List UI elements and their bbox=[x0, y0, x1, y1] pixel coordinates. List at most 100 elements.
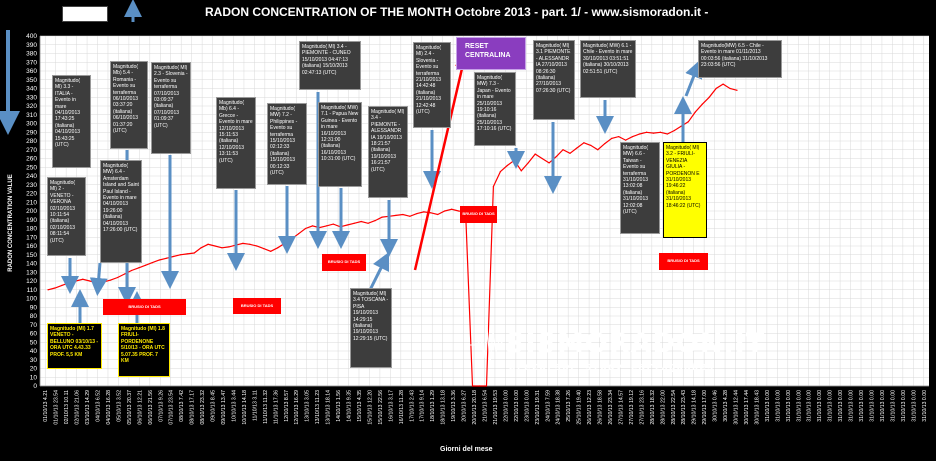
y-tick-label: 130 bbox=[26, 269, 37, 276]
y-tick-label: 190 bbox=[26, 217, 37, 224]
data-point bbox=[172, 255, 174, 258]
x-tick-label: 17/10/13 9.14 bbox=[420, 390, 426, 422]
data-point bbox=[297, 233, 300, 235]
x-tick-label: 16/10/13 11.28 bbox=[399, 390, 405, 424]
x-tick-label: 31/10/13 0.00 bbox=[849, 390, 855, 422]
y-tick-label: 310 bbox=[26, 112, 37, 119]
data-point bbox=[200, 247, 202, 249]
data-point bbox=[715, 87, 717, 90]
x-tick-label: 30/10/13 12.44 bbox=[734, 390, 740, 425]
y-tick-label: 200 bbox=[26, 208, 37, 215]
data-point bbox=[325, 225, 327, 227]
x-tick-label: 26/10/13 18.58 bbox=[598, 390, 604, 425]
x-tick-label: 27/10/13 23.16 bbox=[639, 390, 645, 425]
annotation-box: Magnitudo( Ml) 3.1 PIEMONTE - ALESSANDR … bbox=[533, 40, 575, 120]
data-point bbox=[61, 284, 63, 286]
x-tick-label: 03/10/13 14.29 bbox=[85, 390, 91, 425]
annotation-box: Magnitudo( Ml) 3.4 - PIEMONTE - ALESSAND… bbox=[368, 106, 408, 198]
reset-arrow bbox=[413, 52, 470, 271]
logo-subtitle: precursor study earthquakes bbox=[509, 360, 715, 373]
y-tick-label: 180 bbox=[26, 226, 37, 233]
data-point bbox=[430, 212, 432, 214]
red-marker: BRUSIO DI TADS bbox=[322, 254, 366, 271]
data-point bbox=[534, 153, 536, 155]
x-tick-label: 24/10/13 18.38 bbox=[556, 390, 562, 425]
logo-part-a: SISMO bbox=[505, 328, 609, 359]
y-tick-label: 210 bbox=[26, 199, 37, 206]
y-tick-label: 170 bbox=[26, 234, 37, 241]
data-point bbox=[632, 136, 634, 138]
x-tick-label: 29/10/13 17.00 bbox=[702, 390, 708, 425]
x-tick-label: 26/10/13 12.23 bbox=[587, 390, 593, 425]
red-marker: BRUSIO DI TADS bbox=[460, 206, 497, 223]
x-tick-label: 09/10/13 8.45 bbox=[211, 390, 217, 422]
data-point bbox=[458, 210, 460, 212]
x-tick-label: 17/10/13 2.43 bbox=[409, 390, 415, 422]
data-point bbox=[151, 262, 153, 264]
x-tick-label: 23/10/13 0.00 bbox=[524, 390, 530, 422]
data-point bbox=[242, 242, 244, 244]
x-tick-label: 31/10/13 0.00 bbox=[775, 390, 781, 422]
data-point bbox=[228, 246, 230, 248]
logo-part-b: RADON.IT bbox=[608, 328, 766, 359]
data-point bbox=[123, 273, 126, 275]
data-point bbox=[527, 162, 529, 164]
data-point bbox=[332, 223, 334, 225]
data-point bbox=[402, 213, 404, 216]
y-tick-label: 250 bbox=[26, 164, 37, 171]
x-tick-label: 31/10/13 0.00 bbox=[880, 390, 886, 422]
y-tick-label: 90 bbox=[30, 304, 38, 311]
x-tick-label: 28/10/13 22.54 bbox=[671, 390, 677, 425]
x-tick-label: 07/10/13 9.26 bbox=[158, 390, 164, 422]
y-tick-label: 290 bbox=[26, 129, 37, 136]
annotation-box: Magnitudo( Ml) 2.3 - Slovenia - Evento s… bbox=[151, 62, 191, 154]
annotation-box: Magnitudo( MW) 7.3 - Japan - Evento in m… bbox=[474, 72, 516, 146]
y-tick-label: 400 bbox=[26, 33, 37, 40]
data-point bbox=[82, 278, 84, 280]
x-tick-label: 31/10/13 0.00 bbox=[828, 390, 834, 422]
annotation-box: Magnitudo( Ml) 3.3 - ITALIA - Evento in … bbox=[52, 75, 91, 168]
x-tick-label: 15/10/13 22.56 bbox=[378, 390, 384, 425]
x-tick-label: 18/10/13 13.18 bbox=[441, 390, 447, 425]
data-point bbox=[722, 83, 724, 85]
x-tick-label: 31/10/13 0.00 bbox=[869, 390, 875, 422]
data-point bbox=[451, 208, 453, 210]
data-point bbox=[590, 144, 592, 146]
y-tick-label: 220 bbox=[26, 191, 37, 198]
x-tick-label: 28/10/13 22.00 bbox=[660, 390, 666, 425]
white-square-icon bbox=[62, 6, 108, 22]
annotation-box: Magnitudo( MW) 6.1 - Chile - Evento in m… bbox=[580, 40, 636, 98]
data-point bbox=[611, 137, 613, 139]
data-point bbox=[437, 213, 439, 216]
y-tick-label: 120 bbox=[26, 278, 37, 285]
data-point bbox=[736, 89, 738, 91]
x-tick-label: 08/10/13 17.17 bbox=[190, 390, 196, 425]
y-tick-label: 300 bbox=[26, 121, 37, 128]
y-tick-label: 320 bbox=[26, 103, 37, 110]
x-tick-label: 31/10/13 0.00 bbox=[786, 390, 792, 422]
data-point bbox=[47, 289, 49, 291]
x-tick-label: 31/10/13 0.00 bbox=[911, 390, 917, 422]
annotation-box: Magnitudo( MW) 6.4 - Amsterdam Island an… bbox=[100, 160, 142, 263]
data-point bbox=[576, 147, 578, 149]
data-point bbox=[89, 280, 91, 282]
reset-label: RESET CENTRALINA bbox=[456, 37, 526, 70]
data-point bbox=[214, 245, 216, 247]
data-point bbox=[346, 224, 348, 226]
y-tick-label: 80 bbox=[30, 313, 38, 320]
annotation-box: Magnitudo( Ml) 2 - VENETO - VERONA 02/10… bbox=[47, 177, 86, 256]
x-tick-label: 22/10/13 0.00 bbox=[514, 390, 520, 422]
x-tick-label: 22/10/13 0.00 bbox=[503, 390, 509, 422]
annotation-box: Magnitudo (Ml) 1.8 FRIULI- PORDENONE 5/1… bbox=[118, 323, 170, 377]
data-point bbox=[263, 248, 265, 250]
data-point bbox=[249, 243, 251, 245]
data-point bbox=[673, 129, 675, 132]
x-tick-label: 28/10/13 18.32 bbox=[650, 390, 656, 425]
data-point bbox=[492, 185, 495, 188]
x-tick-label: 11/10/13 11.32 bbox=[263, 390, 269, 424]
logo: SISMORADON.IT bbox=[505, 328, 765, 359]
y-tick-label: 60 bbox=[30, 331, 38, 338]
red-marker: BRUSIO DI TADS bbox=[659, 253, 708, 270]
data-point bbox=[638, 133, 641, 135]
data-point bbox=[652, 132, 655, 134]
